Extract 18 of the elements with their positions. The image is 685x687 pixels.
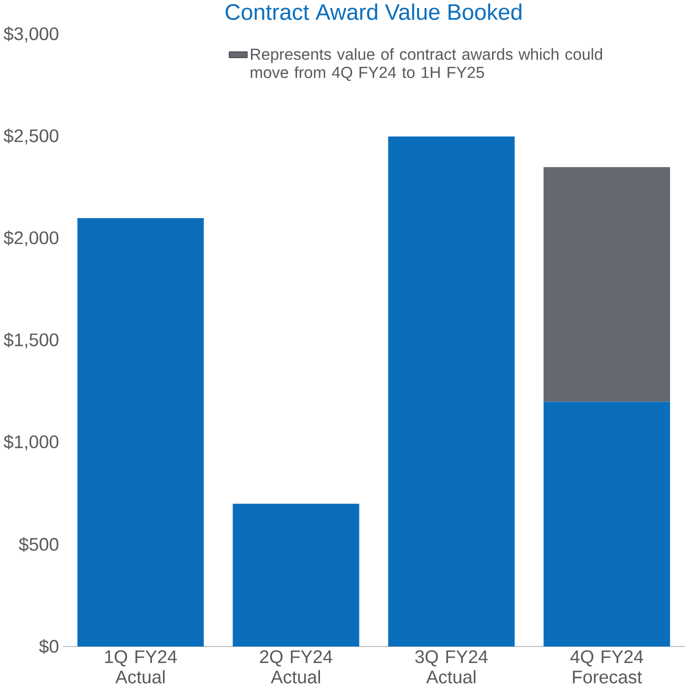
chart-title: Contract Award Value Booked xyxy=(226,4,522,20)
y-tick-label: $1,000 xyxy=(4,434,58,450)
bar xyxy=(544,402,670,647)
y-tick-label: $2,000 xyxy=(4,230,58,246)
bar xyxy=(544,167,670,402)
y-tick-label: $500 xyxy=(18,537,58,552)
x-tick-label: 4Q FY24 Forecast xyxy=(570,650,644,684)
x-tick-label: 2Q FY24 Actual xyxy=(260,650,332,684)
y-tick-label: $2,500 xyxy=(4,128,58,144)
legend-label: Represents value of contract awards which could move from 4Q FY24 to 1H FY25 xyxy=(250,48,602,81)
x-tick-label: 1Q FY24 Actual xyxy=(105,650,177,684)
y-tick-label: $0 xyxy=(39,639,58,654)
bar xyxy=(388,136,515,647)
y-tick-label: $1,500 xyxy=(4,332,58,348)
bar xyxy=(77,218,204,647)
y-tick-label: $3,000 xyxy=(4,26,58,42)
bar xyxy=(232,504,360,647)
x-tick-label: 3Q FY24 Actual xyxy=(415,650,488,684)
